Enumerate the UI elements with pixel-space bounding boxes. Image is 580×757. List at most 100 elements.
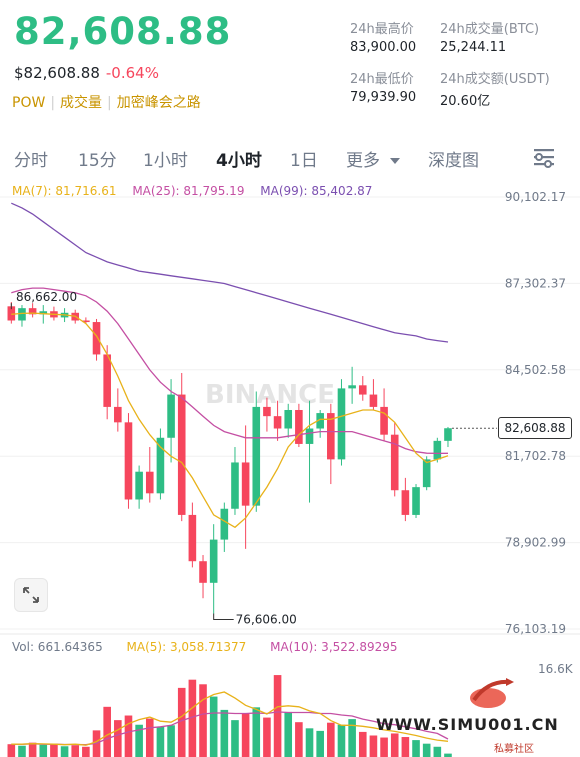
volume-bar [263,717,271,757]
volume-bar [284,711,293,757]
high-24h-value: 83,900.00 [350,40,417,55]
candle-body [316,413,324,429]
volume-bar [231,720,239,757]
candle-body [444,428,452,441]
volume-bar [156,726,165,757]
vol-ma5-line [11,691,449,746]
volume-bar [188,679,197,757]
volume-bar [241,713,250,757]
candle-body [188,514,197,562]
timeframe-bar: 分时 15分 1小时 4小时 1日 更多 深度图 [0,140,580,176]
volume-bar [114,720,122,757]
volume-bar [337,724,346,757]
candle-body [156,437,165,494]
volume-bar [444,753,452,757]
volume-legend: Vol: 661.64365 MA(5): 3,058.71377 MA(10)… [12,640,418,654]
tag-volume[interactable]: 成交量 [60,95,103,111]
candle-body [252,406,261,506]
candle-body [433,440,442,460]
volume-bar [39,744,48,757]
price-axis-label: 84,502.58 [505,363,566,377]
candle-body [390,434,399,491]
volume-bar [316,730,324,757]
high-marker-label: 86,662.00 [16,290,77,304]
candle-body [103,354,111,407]
volume-bar [348,719,356,757]
binance-watermark: BINANCE [205,380,335,410]
volume-bar [252,707,261,757]
candle-body [380,406,388,435]
site-watermark-text: WWW.SIMU001.CN [376,715,559,734]
ma99-line [11,202,449,343]
volume-bar [220,709,229,757]
candle-body [167,394,175,438]
volume-bar [177,687,186,757]
volume-bar [124,715,133,757]
candles-group [7,301,452,614]
price-axis-label: 78,902.99 [505,536,566,550]
expand-chart-button[interactable] [14,578,48,612]
price-axis-label: 76,103.19 [505,622,566,636]
candle-body [209,539,218,583]
candle-body [28,308,37,315]
vol-btc-label: 24h成交量(BTC) [440,22,540,37]
price-axis: 90,102.17 87,302.37 84,502.58 81,702.78 78,9… [505,190,566,636]
volume-bar [433,746,442,757]
volume-bar [103,706,111,757]
candle-body [114,406,122,423]
tab-depth-chart[interactable]: 深度图 [428,151,479,171]
vol-usdt-label: 24h成交额(USDT) [440,72,550,87]
last-price: 82,608.88 [14,10,232,53]
volume-bar [295,722,303,757]
candle-body [305,428,314,444]
indicator-settings-icon[interactable] [532,146,556,168]
candle-body [124,422,133,500]
volume-bar [358,731,367,757]
ma99-label: MA(99): 85,402.87 [260,184,373,198]
volume-bar [167,725,175,757]
candle-body [199,561,207,583]
volume-bar [380,737,388,757]
volume-bar [28,742,37,757]
tab-1d[interactable]: 1日 [290,151,318,171]
volume-bar [305,728,314,757]
volume-bar [71,745,80,757]
tag-crypto-summit[interactable]: 加密峰会之路 [116,95,201,111]
tag-pow[interactable]: POW [12,95,46,111]
volume-bar [135,724,143,757]
ma7-line [11,312,449,529]
volume-bar [390,733,399,757]
volume-bar [273,675,282,757]
volume-bar [7,744,16,757]
volume-bar [199,684,207,757]
tag-separator: | [50,95,56,111]
volume-bar [82,746,90,757]
vol-ma10-label: MA(10): 3,522.89295 [270,640,398,654]
candle-body [263,406,271,417]
candle-body [7,306,16,321]
candle-body [337,388,346,460]
tab-15m[interactable]: 15分 [78,151,117,171]
candle-body [284,409,293,429]
ma25-line [11,287,449,455]
tab-timeline[interactable]: 分时 [14,151,48,171]
volume-bar [412,740,420,757]
high-24h-label: 24h最高价 [350,22,414,37]
price-markers: 86,662.00 76,606.00 [10,290,497,626]
candle-body [348,385,356,389]
volume-bars-group [7,675,452,757]
candle-body [135,471,143,500]
site-watermark-subtitle: 私募社区 [494,744,534,755]
tab-more[interactable]: 更多 [346,146,400,171]
low-marker-line [213,613,234,620]
candle-body [241,462,250,506]
tab-4h[interactable]: 4小时 [216,151,262,171]
price-axis-label: 81,702.78 [505,449,566,463]
expand-icon [23,587,39,603]
tag-separator: | [107,95,112,111]
price-usd: $82,608.88 [14,64,100,82]
low-marker-label: 76,606.00 [236,612,297,626]
price-axis-label: 87,302.37 [505,276,566,290]
tab-1h[interactable]: 1小时 [143,151,188,171]
